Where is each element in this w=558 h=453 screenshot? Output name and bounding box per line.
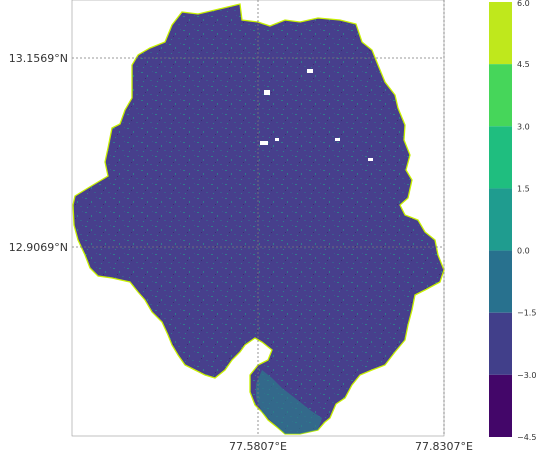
colorbar-bin-4 <box>489 250 512 313</box>
colorbar-tick-3: 1.5 <box>517 184 530 193</box>
colorbar-tick-6: −3.0 <box>517 371 536 380</box>
colorbar-tick-labels: 6.0 4.5 3.0 1.5 0.0 −1.5 −3.0 −4.5 <box>517 0 536 442</box>
colorbar-tick-4: 0.0 <box>517 247 530 256</box>
region-raster <box>72 3 445 435</box>
region-lowland <box>256 370 322 434</box>
map-gridlines <box>72 0 445 436</box>
lon-label-east: 77.8307°E <box>415 440 473 453</box>
colorbar-tick-7: −4.5 <box>517 433 536 442</box>
lat-label-north: 13.1569°N <box>9 52 68 65</box>
colorbar-tick-2: 3.0 <box>517 122 530 131</box>
colorbar-bin-0 <box>489 2 512 65</box>
lon-label-west: 77.5807°E <box>229 440 287 453</box>
colorbar-bin-6 <box>489 374 512 437</box>
colorbar-bin-5 <box>489 312 512 375</box>
colorbar <box>489 2 512 437</box>
plot-frame <box>71 0 445 437</box>
colorbar-tick-0: 6.0 <box>517 0 530 8</box>
nodata-holes <box>260 69 373 161</box>
lat-label-south: 12.9069°N <box>9 241 68 254</box>
colorbar-bin-3 <box>489 188 512 251</box>
colorbar-tick-1: 4.5 <box>517 60 530 69</box>
colorbar-bin-1 <box>489 64 512 127</box>
colorbar-tick-5: −1.5 <box>517 309 536 318</box>
colorbar-bin-2 <box>489 126 512 189</box>
